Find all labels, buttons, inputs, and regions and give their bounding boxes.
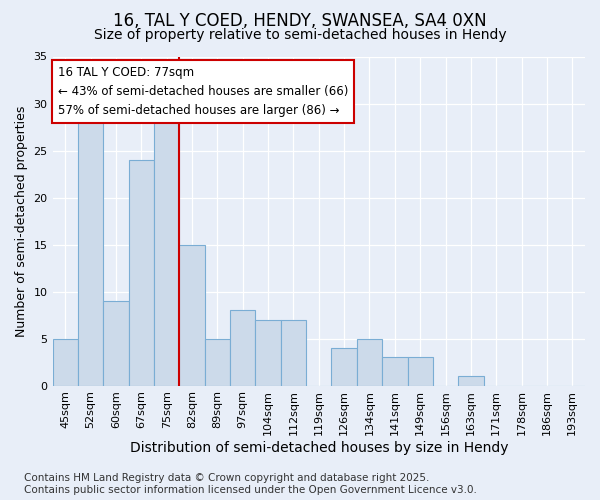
Bar (128, 160, 154, 386)
Bar (103, 301, 128, 386)
Bar (78, 122, 103, 386)
Bar (382, 358, 407, 386)
Text: 16, TAL Y COED, HENDY, SWANSEA, SA4 0XN: 16, TAL Y COED, HENDY, SWANSEA, SA4 0XN (113, 12, 487, 30)
Bar (256, 320, 281, 386)
Bar (179, 244, 205, 386)
Bar (281, 320, 306, 386)
Text: Contains HM Land Registry data © Crown copyright and database right 2025.
Contai: Contains HM Land Registry data © Crown c… (24, 474, 477, 495)
X-axis label: Distribution of semi-detached houses by size in Hendy: Distribution of semi-detached houses by … (130, 441, 508, 455)
Bar (230, 310, 256, 386)
Bar (407, 358, 433, 386)
Bar (53, 338, 78, 386)
Bar (357, 338, 382, 386)
Text: Size of property relative to semi-detached houses in Hendy: Size of property relative to semi-detach… (94, 28, 506, 42)
Bar (205, 338, 230, 386)
Bar (458, 376, 484, 386)
Bar (331, 348, 357, 386)
Y-axis label: Number of semi-detached properties: Number of semi-detached properties (15, 106, 28, 336)
Text: 16 TAL Y COED: 77sqm
← 43% of semi-detached houses are smaller (66)
57% of semi-: 16 TAL Y COED: 77sqm ← 43% of semi-detac… (58, 66, 348, 118)
Bar (154, 122, 179, 386)
